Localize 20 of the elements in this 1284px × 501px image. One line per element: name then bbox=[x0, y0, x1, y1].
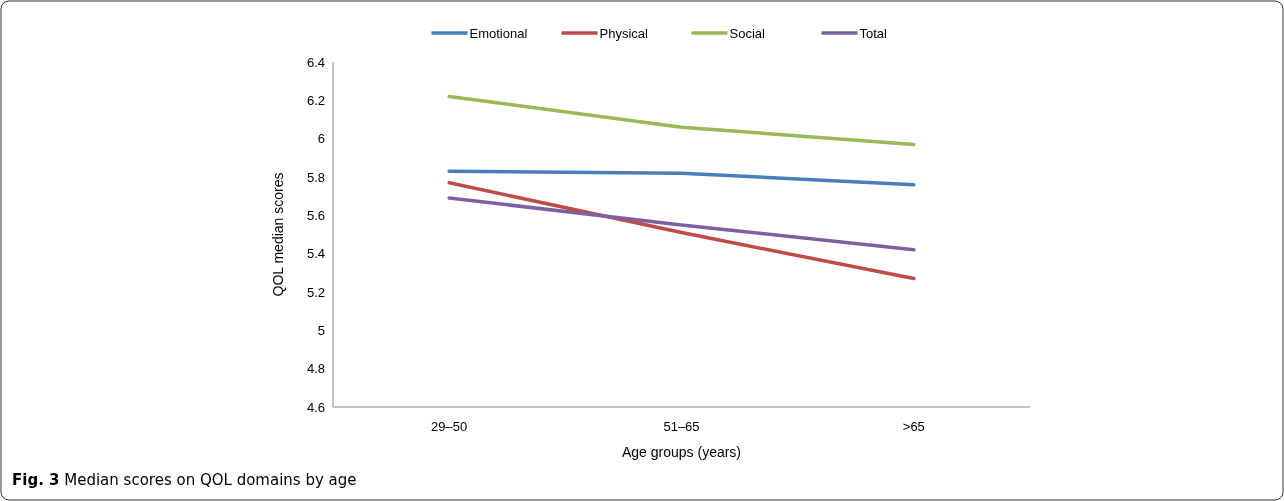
y-axis-title: QOL median scores bbox=[270, 172, 286, 297]
y-tick-label: 6 bbox=[317, 131, 325, 147]
y-tick-label: 6.2 bbox=[306, 92, 325, 108]
x-tick-label: 29–50 bbox=[431, 419, 468, 434]
y-tick-label: 5 bbox=[317, 322, 325, 338]
legend-label: Physical bbox=[599, 25, 649, 41]
y-tick-label: 5.8 bbox=[306, 169, 325, 185]
y-tick-label: 5.2 bbox=[306, 284, 325, 300]
x-axis-title: Age groups (years) bbox=[621, 444, 742, 460]
y-tick-label: 4.8 bbox=[306, 361, 325, 377]
x-tick-label: 51–65 bbox=[663, 419, 700, 434]
y-tick-label: 4.6 bbox=[306, 399, 325, 415]
x-tick-label: >65 bbox=[902, 419, 925, 434]
y-tick-label: 6.4 bbox=[306, 54, 325, 70]
y-tick-label: 5.6 bbox=[306, 207, 325, 223]
y-tick-label: 5.4 bbox=[306, 246, 325, 262]
legend-label: Social bbox=[729, 25, 766, 41]
legend-label: Emotional bbox=[469, 25, 528, 41]
text: Fig. 3 Median scores on QOL domains by age bbox=[12, 471, 357, 489]
legend-label: Total bbox=[859, 25, 888, 41]
